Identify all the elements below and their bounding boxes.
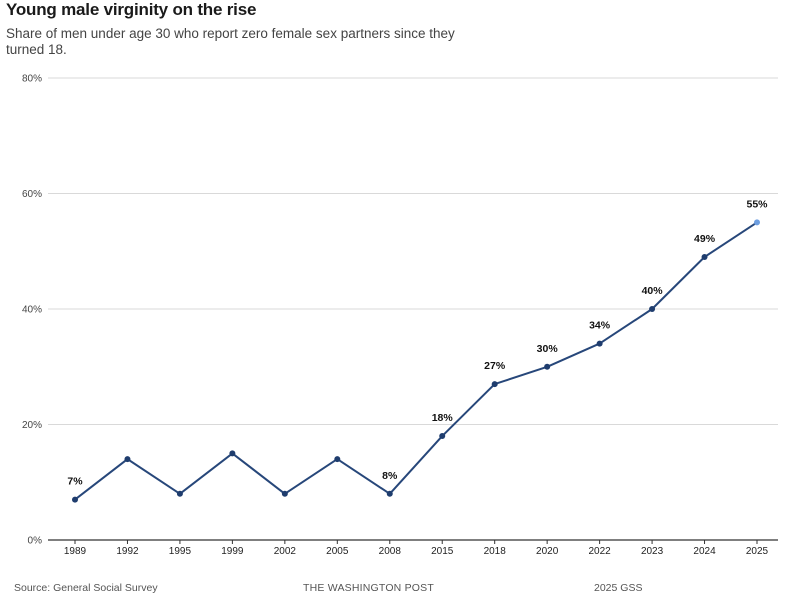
data-label: 40% [642, 285, 664, 297]
data-label: 7% [67, 476, 83, 488]
x-tick-label: 2020 [536, 546, 559, 557]
series-line [74, 221, 758, 501]
x-tick-label: 2002 [274, 546, 297, 557]
data-point [439, 433, 446, 440]
data-point [544, 363, 551, 370]
data-point [386, 490, 393, 497]
data-point [491, 381, 498, 388]
data-point [701, 254, 708, 261]
data-point [176, 490, 183, 497]
source-note: Source: General Social Survey [14, 582, 158, 594]
data-label: 27% [484, 360, 506, 372]
x-tick-label: 2023 [641, 546, 664, 557]
data-label: 49% [694, 233, 716, 245]
x-tick-label: 1989 [64, 546, 87, 557]
data-label: 55% [746, 198, 768, 210]
y-tick-label: 60% [22, 189, 42, 200]
x-tick-label: 2025 [746, 546, 769, 557]
x-tick-label: 1999 [221, 546, 244, 557]
publisher-credit: THE WASHINGTON POST [303, 582, 434, 594]
chart-subtitle: Share of men under age 30 who report zer… [6, 26, 455, 57]
x-tick-label: 1992 [116, 546, 139, 557]
x-tick-label: 2015 [431, 546, 454, 557]
data-label: 30% [537, 343, 559, 355]
data-point [229, 450, 236, 457]
data-point [596, 340, 603, 347]
y-tick-label: 40% [22, 305, 42, 316]
x-tick-label: 2018 [484, 546, 507, 557]
data-point [649, 306, 656, 312]
x-tick-label: 2005 [326, 546, 349, 557]
y-tick-label: 0% [28, 536, 43, 547]
data-label: 18% [432, 412, 454, 424]
data-point [334, 456, 341, 463]
data-label: 34% [589, 320, 611, 332]
y-tick-label: 80% [22, 74, 42, 85]
data-point [72, 496, 78, 503]
x-tick-label: 2024 [693, 546, 716, 557]
data-point [281, 490, 288, 497]
chart-title: Young male virginity on the rise [6, 0, 257, 19]
x-tick-label: 2022 [588, 546, 611, 557]
data-point [754, 219, 760, 226]
y-tick-label: 20% [22, 420, 42, 431]
survey-note: 2025 GSS [594, 582, 643, 594]
data-point [124, 456, 131, 463]
x-tick-label: 1995 [169, 546, 192, 557]
x-tick-label: 2008 [379, 546, 402, 557]
data-label: 8% [382, 470, 398, 482]
